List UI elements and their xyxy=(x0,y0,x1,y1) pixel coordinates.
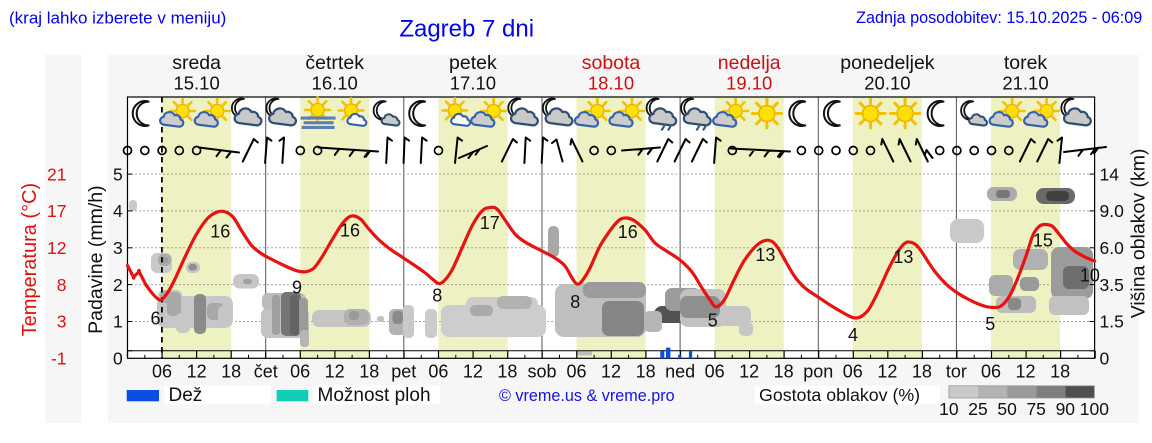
svg-text:12: 12 xyxy=(739,362,759,382)
svg-text:75: 75 xyxy=(1026,399,1045,419)
svg-text:50: 50 xyxy=(997,399,1017,419)
svg-text:nedelja: nedelja xyxy=(718,52,781,74)
svg-text:© vreme.us & vreme.pro: © vreme.us & vreme.pro xyxy=(499,387,675,405)
svg-text:3.5: 3.5 xyxy=(1100,275,1124,295)
svg-text:18: 18 xyxy=(774,362,794,382)
svg-text:sobota: sobota xyxy=(582,52,641,74)
svg-text:3: 3 xyxy=(113,238,123,258)
svg-text:16: 16 xyxy=(340,221,360,241)
svg-text:čet: čet xyxy=(254,362,278,382)
svg-text:17.10: 17.10 xyxy=(450,73,496,94)
svg-text:14: 14 xyxy=(1100,164,1120,184)
svg-text:20.10: 20.10 xyxy=(864,73,910,94)
svg-text:0: 0 xyxy=(113,349,123,369)
svg-text:21.10: 21.10 xyxy=(1002,73,1048,94)
svg-text:3: 3 xyxy=(57,312,67,332)
svg-text:12: 12 xyxy=(187,362,207,382)
svg-text:4: 4 xyxy=(113,201,123,221)
svg-text:25: 25 xyxy=(968,399,987,419)
svg-text:Možnost ploh: Možnost ploh xyxy=(318,385,431,406)
svg-text:Gostota oblakov (%): Gostota oblakov (%) xyxy=(759,385,920,405)
svg-text:5: 5 xyxy=(113,164,123,184)
svg-text:19.10: 19.10 xyxy=(726,73,772,94)
svg-text:06: 06 xyxy=(566,362,586,382)
svg-text:06: 06 xyxy=(290,362,310,382)
svg-text:16.10: 16.10 xyxy=(312,73,358,94)
svg-text:16: 16 xyxy=(210,222,230,242)
svg-text:12: 12 xyxy=(325,362,345,382)
svg-text:12: 12 xyxy=(1015,362,1035,382)
svg-text:15.10: 15.10 xyxy=(173,73,219,94)
svg-text:ned: ned xyxy=(665,362,695,382)
svg-text:Dež: Dež xyxy=(169,385,203,406)
svg-text:06: 06 xyxy=(843,362,863,382)
svg-text:četrtek: četrtek xyxy=(305,52,364,74)
svg-text:06: 06 xyxy=(428,362,448,382)
svg-text:0: 0 xyxy=(1100,349,1110,369)
svg-text:(kraj lahko izberete v meniju): (kraj lahko izberete v meniju) xyxy=(9,8,226,27)
svg-text:pon: pon xyxy=(803,362,833,382)
svg-text:Višina oblakov (km): Višina oblakov (km) xyxy=(1128,149,1150,319)
svg-text:100: 100 xyxy=(1080,399,1109,419)
svg-text:06: 06 xyxy=(705,362,725,382)
svg-text:18: 18 xyxy=(1050,362,1070,382)
svg-text:12: 12 xyxy=(463,362,483,382)
svg-text:5: 5 xyxy=(985,314,995,334)
svg-text:12: 12 xyxy=(47,238,66,258)
svg-text:16: 16 xyxy=(618,222,638,242)
svg-text:18: 18 xyxy=(221,362,241,382)
svg-text:1.5: 1.5 xyxy=(1100,312,1124,332)
svg-text:06: 06 xyxy=(152,362,172,382)
svg-text:18: 18 xyxy=(359,362,379,382)
svg-text:15: 15 xyxy=(1033,231,1053,251)
svg-text:12: 12 xyxy=(601,362,621,382)
svg-text:10: 10 xyxy=(1080,265,1100,285)
svg-text:8: 8 xyxy=(432,286,442,306)
svg-text:21: 21 xyxy=(47,164,66,184)
svg-text:petek: petek xyxy=(449,52,497,74)
svg-text:6.0: 6.0 xyxy=(1100,238,1125,258)
svg-text:17: 17 xyxy=(480,213,500,233)
svg-text:12: 12 xyxy=(877,362,897,382)
svg-text:Zadnja posodobitev: 15.10.2025: Zadnja posodobitev: 15.10.2025 - 06:09 xyxy=(856,9,1142,27)
svg-text:9: 9 xyxy=(292,278,302,298)
svg-text:06: 06 xyxy=(981,362,1001,382)
svg-text:Padavine (mm/h): Padavine (mm/h) xyxy=(85,185,107,333)
svg-text:pet: pet xyxy=(391,362,416,382)
svg-text:tor: tor xyxy=(946,362,967,382)
svg-text:sreda: sreda xyxy=(172,52,221,74)
svg-text:Temperatura (°C): Temperatura (°C) xyxy=(19,183,41,337)
svg-text:90: 90 xyxy=(1056,399,1076,419)
svg-text:torek: torek xyxy=(1004,52,1048,74)
svg-text:sob: sob xyxy=(527,362,556,382)
svg-text:17: 17 xyxy=(47,201,66,221)
svg-text:-1: -1 xyxy=(51,349,67,369)
svg-text:18: 18 xyxy=(497,362,517,382)
svg-text:18: 18 xyxy=(636,362,656,382)
svg-text:6: 6 xyxy=(150,309,160,329)
svg-text:13: 13 xyxy=(755,245,775,265)
svg-text:18.10: 18.10 xyxy=(588,73,634,94)
svg-text:ponedeljek: ponedeljek xyxy=(840,52,935,74)
svg-text:Zagreb 7 dni: Zagreb 7 dni xyxy=(399,16,534,43)
svg-text:8: 8 xyxy=(57,275,67,295)
svg-text:18: 18 xyxy=(912,362,932,382)
svg-text:8: 8 xyxy=(570,292,580,312)
svg-text:5: 5 xyxy=(708,311,718,331)
svg-text:1: 1 xyxy=(113,312,123,332)
svg-text:2: 2 xyxy=(113,275,123,295)
svg-text:9.0: 9.0 xyxy=(1100,201,1125,221)
svg-text:10: 10 xyxy=(939,399,959,419)
svg-text:4: 4 xyxy=(848,325,858,345)
svg-text:13: 13 xyxy=(893,247,913,267)
